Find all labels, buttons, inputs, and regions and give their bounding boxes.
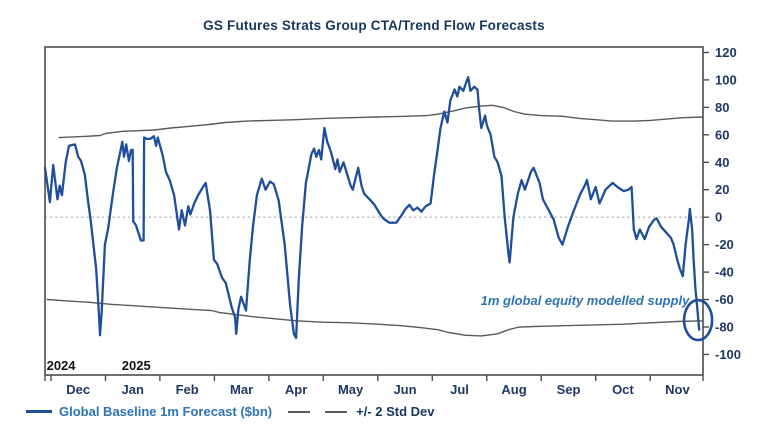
month-label: Sep	[557, 382, 581, 397]
month-label: Jul	[450, 382, 469, 397]
chart-legend: Global Baseline 1m Forecast ($bn) +/- 2 …	[26, 404, 435, 419]
y-tick-label: 20	[715, 182, 729, 197]
month-label: Nov	[665, 382, 690, 397]
stddev-line-swatch	[288, 410, 311, 413]
y-tick-label: -40	[715, 265, 734, 280]
month-label: Apr	[285, 382, 307, 397]
plot-frame	[44, 46, 704, 376]
lower-stddev-line	[46, 298, 704, 337]
y-tick-label: 0	[715, 210, 722, 225]
chart-plot-area: 120 100 80 60 40 20 0 -20 -40 -60 -80 -100 Dec Jan Feb…	[43, 45, 741, 397]
y-tick-label: 60	[715, 127, 729, 142]
year-label: 2025	[122, 358, 151, 373]
forecast-line-swatch	[26, 410, 52, 413]
y-tick-label: -80	[715, 320, 734, 335]
chart-title: GS Futures Strats Group CTA/Trend Flow F…	[203, 18, 545, 33]
legend-label-stddev: +/- 2 Std Dev	[356, 404, 435, 419]
forecast-line	[43, 76, 701, 340]
y-tick-label: 100	[715, 72, 737, 87]
highlight-ellipse	[682, 298, 714, 342]
month-label: Aug	[501, 382, 526, 397]
month-label: May	[338, 382, 364, 397]
month-label: Feb	[176, 382, 199, 397]
year-label: 2024	[47, 358, 77, 373]
month-label: Jun	[393, 382, 416, 397]
y-tick-label: -20	[715, 237, 734, 252]
month-label: Dec	[66, 382, 90, 397]
y-tick-label: 40	[715, 155, 729, 170]
month-label: Mar	[230, 382, 253, 397]
supply-annotation: 1m global equity modelled supply	[481, 293, 691, 308]
legend-label-forecast: Global Baseline 1m Forecast ($bn)	[59, 404, 273, 419]
upper-stddev-line	[58, 104, 704, 139]
y-tick-label: 120	[715, 45, 737, 60]
stddev-line-swatch	[325, 410, 348, 413]
y-tick-label: 80	[715, 100, 729, 115]
month-label: Oct	[612, 382, 634, 397]
y-tick-label: -60	[715, 292, 734, 307]
y-tick-label: -100	[715, 347, 741, 362]
month-label: Jan	[121, 382, 143, 397]
